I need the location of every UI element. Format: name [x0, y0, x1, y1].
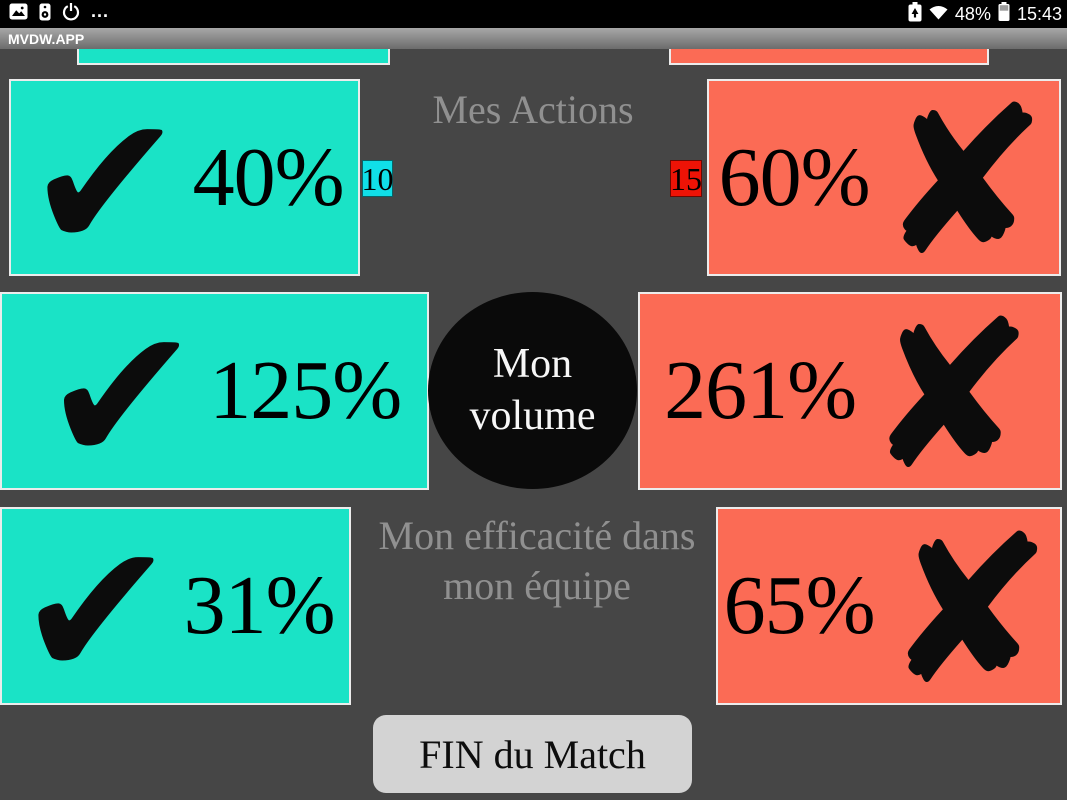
battery-percent: 48% — [954, 3, 991, 24]
end-match-button[interactable]: FIN du Match — [373, 715, 692, 793]
status-time: 15:43 — [1016, 3, 1062, 24]
check-icon: ✔ — [25, 72, 185, 294]
success-bar-fragment — [77, 49, 390, 65]
fail-count-badge: 15 — [670, 160, 702, 197]
cross-icon: ✘ — [864, 277, 1036, 516]
success-box-actions[interactable]: ✔ 40% — [9, 72, 360, 294]
cross-icon: ✘ — [882, 492, 1055, 731]
success-box-volume[interactable]: ✔ 125% — [0, 286, 429, 507]
power-icon — [62, 2, 80, 26]
fail-count: 15 — [670, 160, 702, 197]
success-count: 10 — [361, 160, 394, 197]
volume-label-line1: Mon — [492, 341, 573, 388]
actions-heading-text: Mes Actions — [432, 87, 634, 132]
app-title: MVDW.APP — [8, 30, 85, 47]
efficiency-heading-line1: Mon efficacité dans — [378, 513, 696, 558]
fail-box-actions[interactable]: 60% ✘ — [707, 79, 1061, 286]
success-count-badge: 10 — [361, 160, 394, 197]
fail-percent-actions: 60% — [718, 130, 871, 224]
success-percent-efficiency: 31% — [183, 559, 336, 652]
fail-box-volume[interactable]: 261% ✘ — [638, 292, 1062, 499]
battery-icon — [998, 2, 1010, 26]
overflow-ellipsis: ... — [91, 0, 110, 21]
status-bar-left: ... — [0, 0, 110, 26]
wifi-icon — [929, 4, 948, 25]
cross-icon: ✘ — [877, 64, 1050, 302]
check-icon: ✔ — [16, 501, 176, 722]
fail-bar-fragment — [669, 49, 989, 65]
efficiency-heading: Mon efficacité dans mon équipe — [357, 511, 717, 612]
fail-percent-efficiency: 65% — [723, 559, 876, 652]
volume-label-line2: volume — [469, 392, 596, 439]
efficiency-heading-line2: mon équipe — [443, 563, 631, 609]
success-percent-actions: 40% — [192, 130, 345, 224]
check-icon: ✔ — [42, 286, 202, 507]
status-bar: ... 48% 15:43 — [0, 0, 1067, 28]
success-box-efficiency[interactable]: ✔ 31% — [0, 501, 351, 722]
volume-circle: Mon volume — [428, 292, 637, 489]
screenshot-icon — [9, 3, 28, 25]
actions-heading: Mes Actions — [383, 85, 683, 135]
success-percent-volume: 125% — [209, 344, 402, 437]
end-match-button-label: FIN du Match — [419, 731, 646, 777]
battery-saver-icon — [908, 1, 922, 27]
title-bar: MVDW.APP — [0, 28, 1067, 49]
fail-box-efficiency[interactable]: 65% ✘ — [716, 507, 1062, 714]
fail-percent-volume: 261% — [664, 344, 857, 437]
status-bar-right: 48% 15:43 — [908, 1, 1067, 27]
speaker-icon — [39, 3, 51, 26]
